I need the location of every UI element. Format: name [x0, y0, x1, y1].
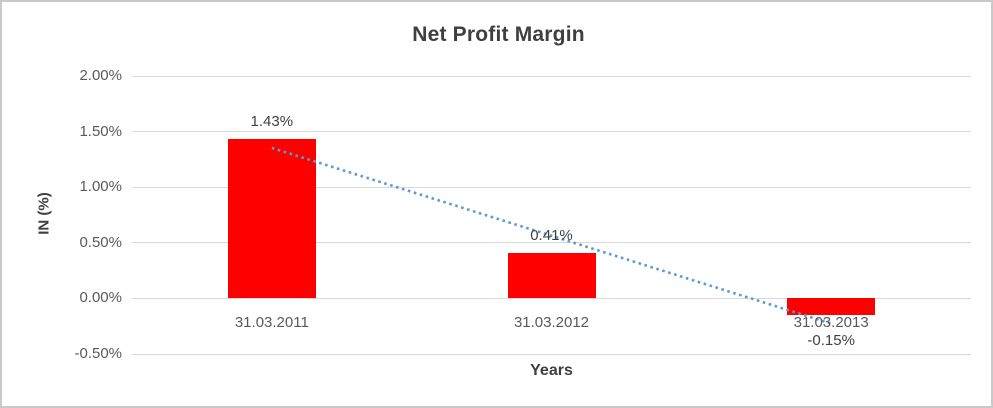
- x-category-label: 31.03.2013: [793, 314, 869, 332]
- y-tick-label: 0.50%: [79, 233, 122, 251]
- y-axis-title: IN (%): [35, 192, 53, 235]
- x-category-label: 31.03.2012: [513, 314, 590, 332]
- bar: [787, 298, 876, 316]
- x-axis-title: Years: [530, 362, 573, 379]
- y-tick-label: 0.00%: [79, 289, 122, 307]
- y-tick-label: -0.50%: [74, 345, 122, 362]
- bar-value-label: 1.43%: [250, 113, 294, 131]
- y-tick-label: 1.50%: [79, 122, 122, 140]
- bar: [507, 252, 596, 299]
- x-category-label: 31.03.2011: [234, 314, 309, 332]
- gridline: [132, 75, 971, 77]
- bar-value-label: 0.41%: [530, 226, 573, 244]
- gridline: [132, 353, 971, 355]
- bar-value-label: -0.15%: [807, 332, 855, 350]
- y-tick-label: 1.00%: [79, 178, 122, 196]
- gridline: [132, 131, 971, 133]
- y-tick-label: 2.00%: [79, 67, 122, 84]
- chart-title: Net Profit Margin: [412, 23, 585, 46]
- bar: [227, 139, 316, 299]
